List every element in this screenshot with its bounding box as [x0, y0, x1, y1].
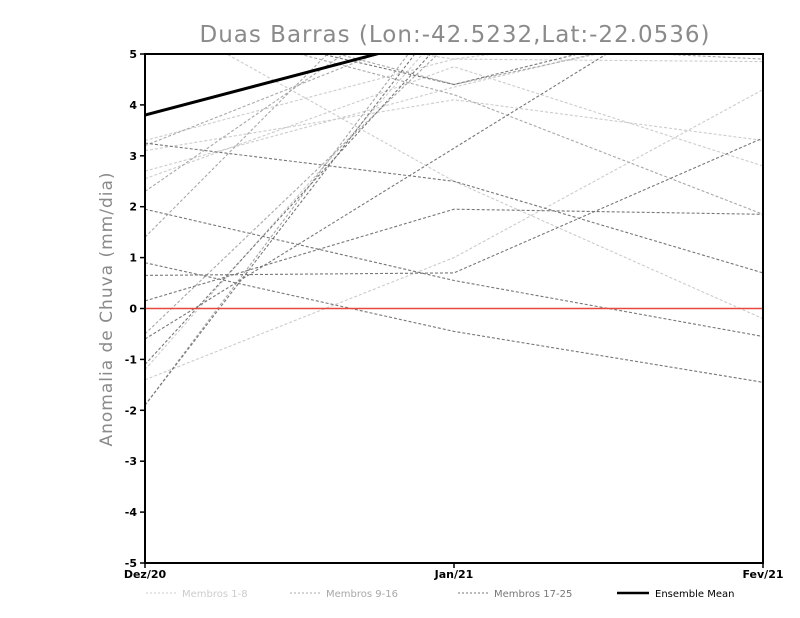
y-tick-label: 2: [129, 201, 137, 214]
series-line-membros-9-16-3: [145, 54, 345, 192]
series-line-membros-1-8-1: [145, 58, 763, 142]
series-line-membros-9-16-4: [145, 54, 379, 147]
series-layer: [145, 54, 763, 406]
series-line-membros-17-25-4: [145, 137, 763, 276]
y-axis-label: Anomalia de Chuva (mm/dia): [97, 171, 117, 446]
y-tick-label: -2: [125, 404, 137, 417]
series-line-membros-17-25-9: [319, 54, 580, 86]
ensemble-mean-line: [145, 54, 383, 117]
y-tick-label: -3: [125, 455, 137, 468]
series-line-membros-9-16-6: [145, 54, 409, 406]
series-line-membros-1-8-4: [145, 89, 763, 381]
series-line-membros-17-25-7: [145, 54, 416, 406]
series-line-membros-1-8-6: [145, 54, 424, 370]
series-line-membros-17-25-2: [145, 208, 763, 338]
legend-label: Membros 17-25: [494, 589, 572, 600]
series-line-membros-9-16-7: [297, 54, 763, 215]
series-line-membros-17-25-5: [145, 208, 763, 302]
legend: Membros 1-8 Membros 9-16 Membros 17-25 Ense…: [146, 589, 734, 600]
x-tick-label: Jan/21: [434, 568, 474, 581]
series-line-membros-17-25-8: [145, 54, 432, 365]
series-line-membros-1-8-3: [145, 66, 763, 180]
series-line-membros-9-16-1: [145, 54, 439, 335]
y-tick-label: 5: [129, 48, 137, 61]
x-axis: Dez/20 Jan/21 Fev/21: [124, 563, 784, 581]
chart-title: Duas Barras (Lon:-42.5232,Lat:-22.0536): [199, 22, 710, 48]
x-tick-label: Fev/21: [742, 568, 783, 581]
y-tick-label: 1: [129, 252, 137, 265]
series-line-membros-1-8-7: [145, 54, 595, 172]
legend-label: Ensemble Mean: [655, 589, 734, 600]
legend-label: Membros 1-8: [182, 589, 248, 600]
y-tick-label: 4: [129, 99, 137, 112]
series-line-membros-17-25-1: [145, 142, 763, 274]
series-line-membros-17-25-3: [145, 262, 763, 383]
series-line-membros-17-25-6: [145, 54, 608, 340]
y-tick-label: 0: [129, 303, 137, 316]
series-line-membros-1-8-8: [415, 54, 497, 60]
series-line-membros-1-8-2: [145, 99, 763, 152]
y-tick-label: -1: [125, 353, 137, 366]
y-tick-label: -4: [125, 506, 138, 519]
series-line-membros-9-16-2: [145, 54, 329, 238]
x-tick-label: Dez/20: [124, 568, 167, 581]
y-tick-label: 3: [129, 150, 137, 163]
y-axis: -5 -4 -3 -2 -1 0 1 2 3 4 5: [125, 48, 145, 570]
legend-label: Membros 9-16: [326, 589, 398, 600]
y-tick-label: -5: [125, 557, 137, 570]
